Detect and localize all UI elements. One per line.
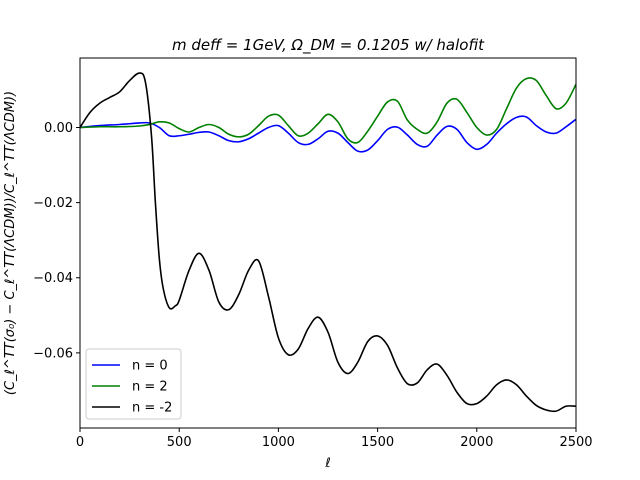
x-tick-label: 2500 xyxy=(559,435,592,450)
x-axis-label: ℓ xyxy=(324,456,330,471)
series-line-2 xyxy=(79,72,577,413)
chart-title: m deff = 1GeV, Ω_DM = 0.1205 w/ halofit xyxy=(172,36,485,55)
y-axis-ticks: 0.00 −0.02 −0.04 −0.06 xyxy=(33,121,80,361)
y-tick-label: 0.00 xyxy=(44,121,73,136)
series-line-0 xyxy=(79,115,577,153)
y-axis-label: (C_ℓ^TT(σ₀) − C_ℓ^TT(ΛCDM))/C_ℓ^TT(ΛCDM)… xyxy=(3,91,18,395)
x-axis-ticks: 0 500 1000 1500 2000 2500 xyxy=(76,428,593,450)
legend-label-1: n = 2 xyxy=(132,380,168,395)
legend: n = 0 n = 2 n = -2 xyxy=(85,348,182,420)
legend-box xyxy=(85,348,182,420)
series-layer xyxy=(79,72,577,413)
series-line-1 xyxy=(79,77,577,144)
y-tick-label: −0.06 xyxy=(33,346,73,361)
legend-label-2: n = -2 xyxy=(132,401,172,416)
x-tick-label: 1000 xyxy=(262,435,295,450)
axes-frame xyxy=(79,57,577,429)
x-tick-label: 2000 xyxy=(460,435,493,450)
x-tick-label: 500 xyxy=(167,435,192,450)
x-tick-label: 1500 xyxy=(361,435,394,450)
x-tick-label: 0 xyxy=(76,435,84,450)
plot-area xyxy=(79,57,577,429)
legend-label-0: n = 0 xyxy=(132,359,168,374)
y-tick-label: −0.04 xyxy=(33,271,73,286)
y-tick-label: −0.02 xyxy=(33,196,73,211)
